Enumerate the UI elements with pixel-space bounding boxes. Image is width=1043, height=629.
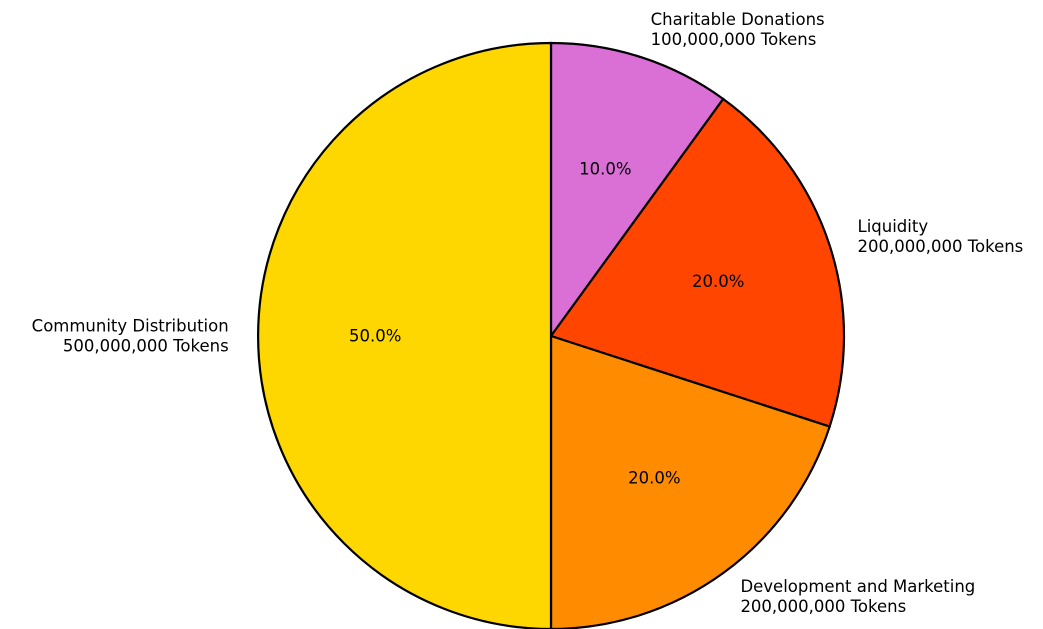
slice-label-value: 200,000,000 Tokens — [858, 237, 1024, 256]
slice-label-value: 500,000,000 Tokens — [63, 337, 229, 356]
slice-label-name: Liquidity — [858, 217, 929, 236]
slice-label-community-distribution: Community Distribution 500,000,000 Tokens — [32, 317, 229, 356]
slice-label-liquidity: Liquidity 200,000,000 Tokens — [858, 217, 1024, 256]
slice-label-name: Charitable Donations — [651, 10, 825, 29]
percent-label-development-and-marketing: 20.0% — [628, 469, 680, 488]
slices-layer — [256, 41, 846, 629]
slice-labels-layer: Charitable Donations 100,000,000 Tokens Li… — [32, 10, 1024, 616]
slice-label-development-and-marketing: Development and Marketing 200,000,000 Tok… — [740, 577, 975, 616]
percent-labels-layer: 10.0% 20.0% 20.0% 50.0% — [349, 159, 744, 487]
slice-label-name: Community Distribution — [32, 317, 229, 336]
pie-slice-liquidity — [549, 97, 846, 428]
slice-label-charitable-donations: Charitable Donations 100,000,000 Tokens — [651, 10, 825, 49]
pie-slice-development-and-marketing — [549, 334, 832, 629]
slice-label-value: 200,000,000 Tokens — [740, 597, 906, 616]
pie-slice-community-distribution — [256, 41, 553, 629]
pie-slice-charitable-donations — [549, 41, 725, 340]
percent-label-liquidity: 20.0% — [692, 272, 744, 291]
percent-label-charitable-donations: 10.0% — [579, 159, 631, 178]
percent-label-community-distribution: 50.0% — [349, 327, 401, 346]
slice-label-name: Development and Marketing — [740, 577, 975, 596]
slice-label-value: 100,000,000 Tokens — [651, 30, 817, 49]
